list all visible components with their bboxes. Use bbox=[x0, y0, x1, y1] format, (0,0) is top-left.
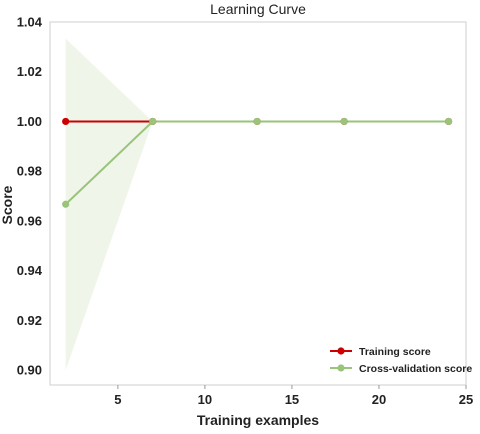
x-axis-label: Training examples bbox=[197, 412, 319, 428]
y-tick-label: 0.92 bbox=[17, 313, 42, 328]
x-tick-label: 25 bbox=[459, 392, 473, 407]
x-tick-label: 5 bbox=[114, 392, 121, 407]
y-tick-label: 1.02 bbox=[17, 64, 42, 79]
data-point bbox=[340, 117, 348, 126]
y-axis-ticks: 0.90 0.92 0.94 0.96 0.98 1.00 1.02 1.04 bbox=[17, 15, 43, 378]
y-tick-label: 0.94 bbox=[17, 263, 43, 278]
chart-title: Learning Curve bbox=[210, 1, 306, 17]
legend: Training score Cross-validation score bbox=[330, 346, 472, 375]
y-tick-label: 0.96 bbox=[17, 213, 42, 228]
data-point bbox=[253, 117, 261, 126]
data-point bbox=[62, 200, 70, 208]
data-point bbox=[62, 117, 70, 126]
x-tick-label: 10 bbox=[198, 392, 212, 407]
plot-frame bbox=[49, 21, 467, 386]
legend-marker bbox=[337, 347, 345, 355]
y-tick-label: 1.00 bbox=[17, 114, 42, 129]
y-tick-label: 1.04 bbox=[17, 15, 43, 30]
x-tick-label: 15 bbox=[285, 392, 299, 407]
series-points bbox=[62, 117, 453, 208]
data-point bbox=[444, 117, 453, 126]
legend-label: Training score bbox=[359, 346, 431, 358]
y-axis-label: Score bbox=[0, 185, 15, 224]
x-axis-ticks: 5 10 15 20 25 bbox=[114, 385, 473, 407]
y-tick-label: 0.98 bbox=[17, 164, 42, 179]
legend-marker bbox=[337, 364, 345, 372]
y-tick-label: 0.90 bbox=[17, 363, 42, 378]
legend-label: Cross-validation score bbox=[359, 363, 472, 375]
x-tick-label: 20 bbox=[372, 392, 386, 407]
data-point bbox=[149, 117, 157, 126]
